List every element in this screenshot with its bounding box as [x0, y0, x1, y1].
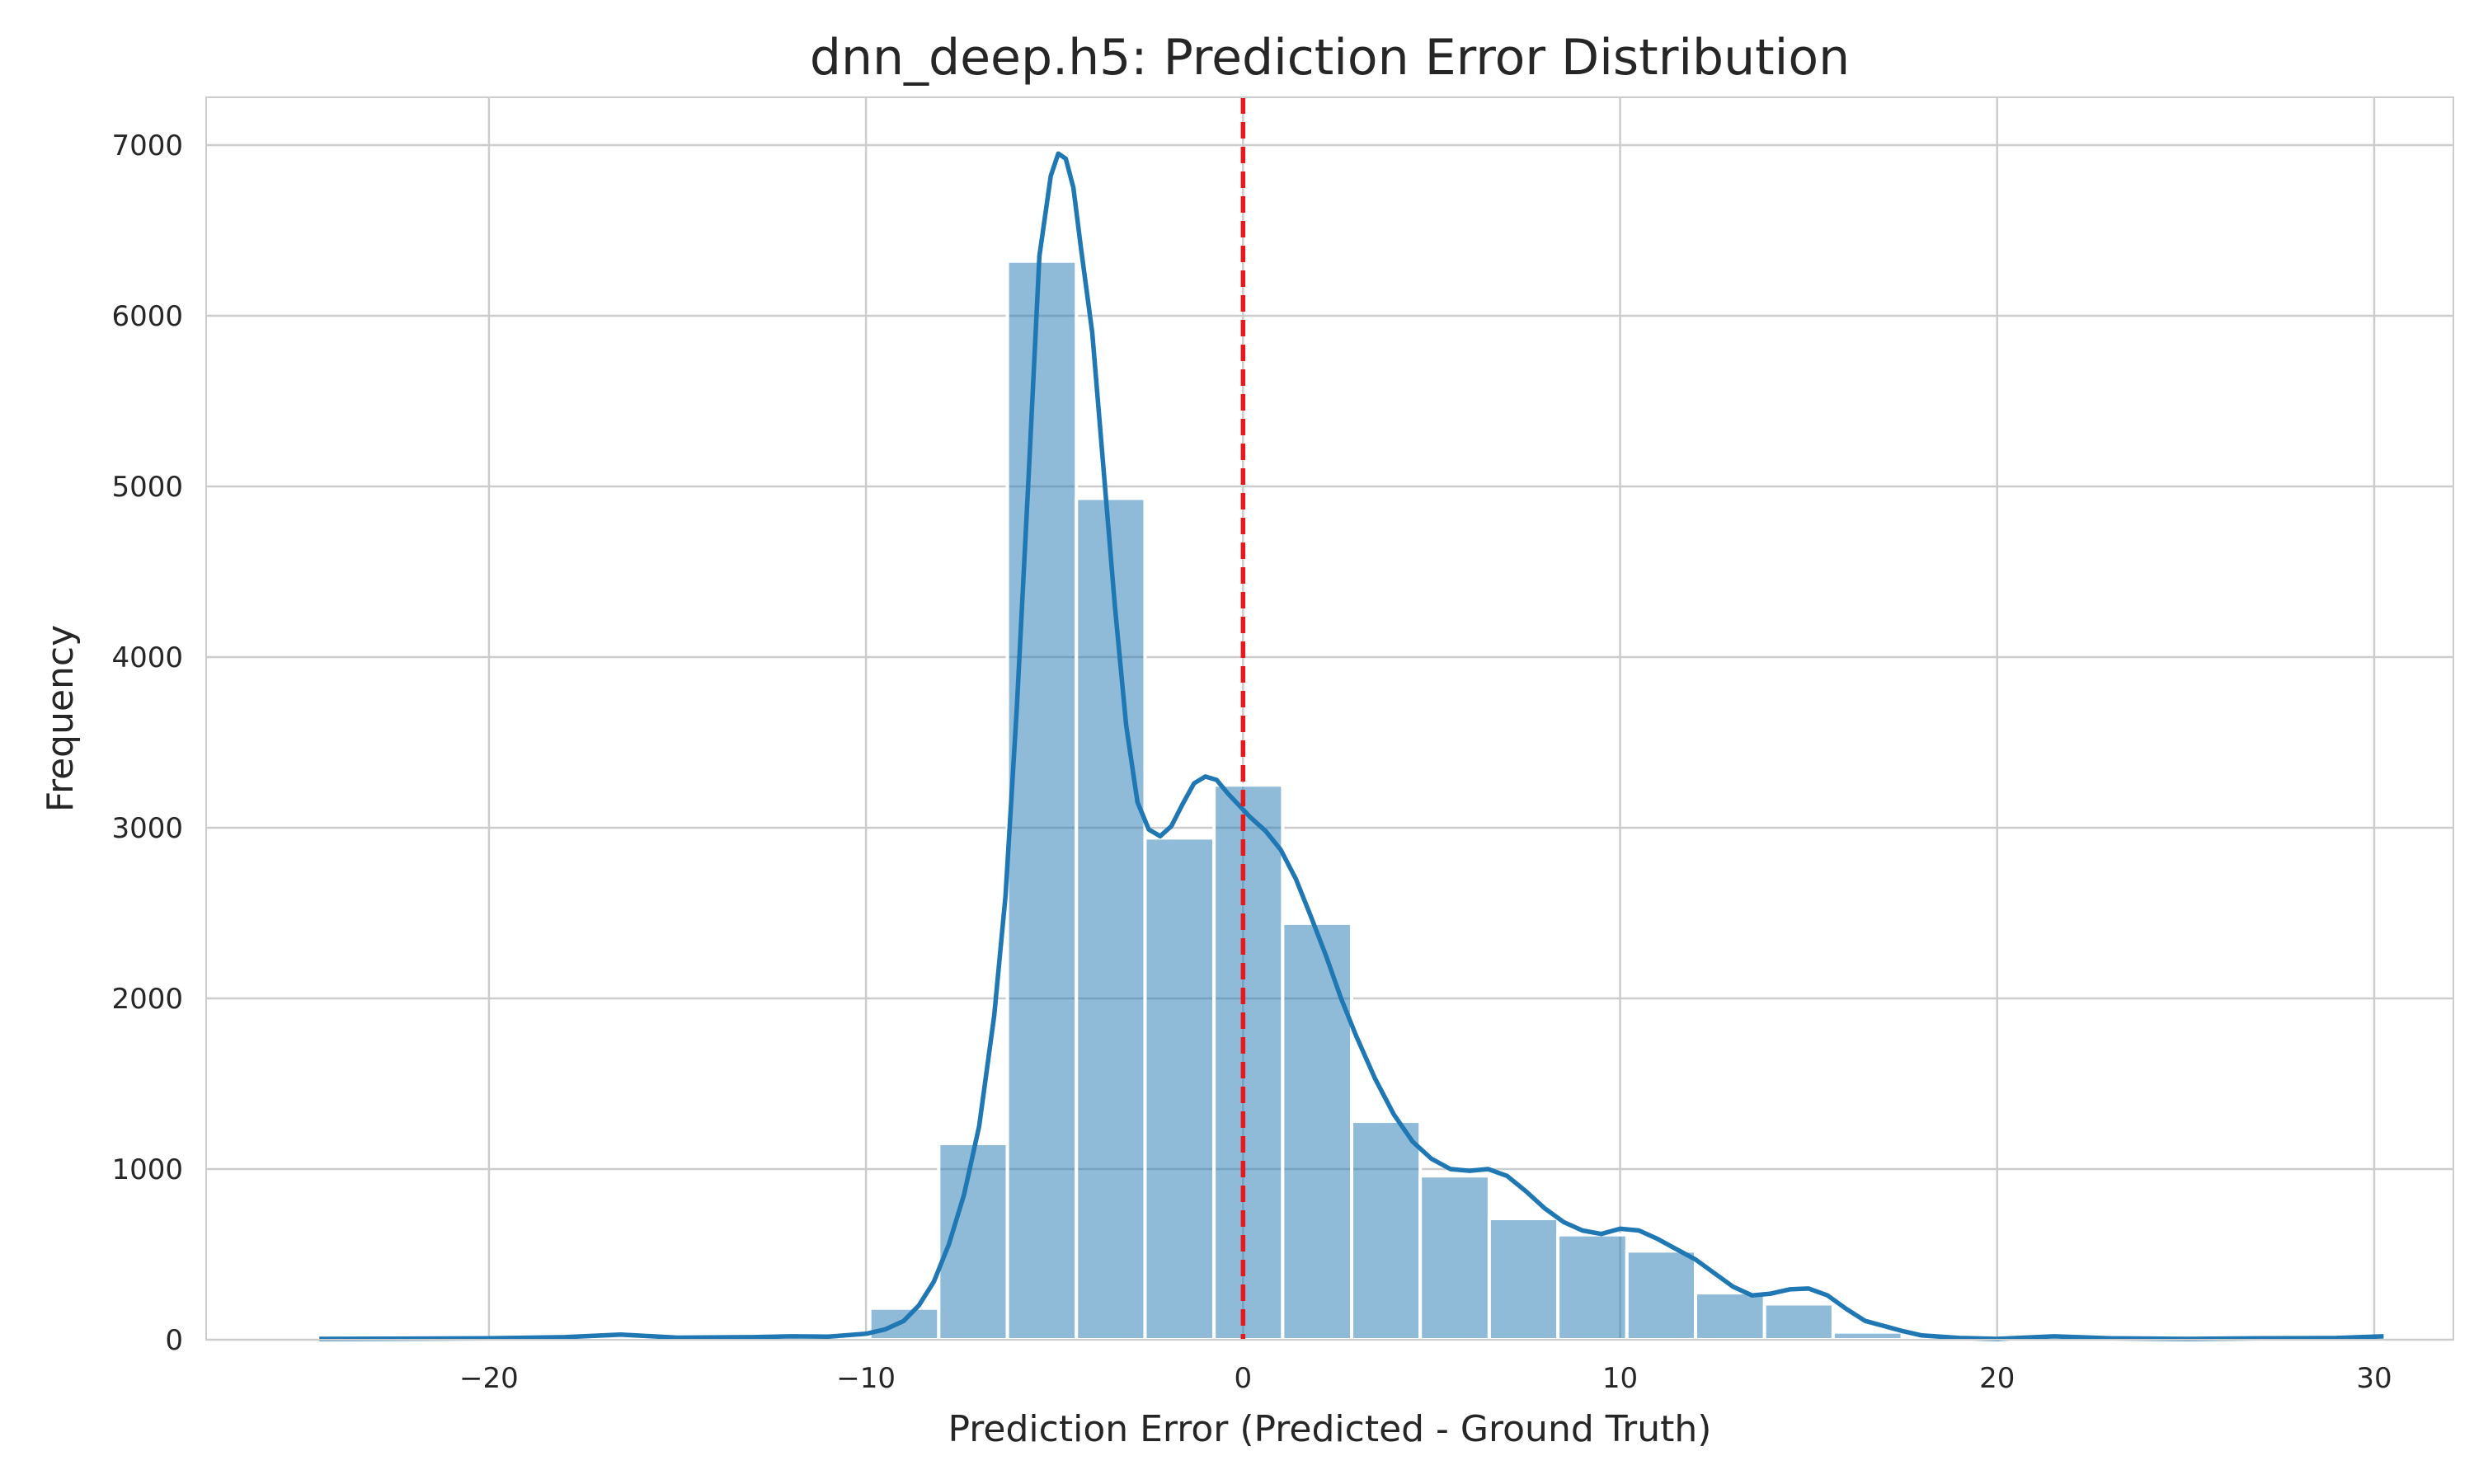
- histogram-bar: [1487, 1217, 1560, 1342]
- y-tick-labels: 0 1000 2000 3000 4000 5000 6000 7000: [111, 129, 183, 1357]
- y-tick-label: 1000: [111, 1153, 183, 1186]
- x-tick-labels: −20 −10 0 10 20 30: [459, 1362, 2392, 1395]
- histogram-bar: [1075, 496, 1147, 1341]
- x-tick-label: 0: [1235, 1362, 1253, 1395]
- y-tick-label: 3000: [111, 812, 183, 845]
- y-tick-label: 7000: [111, 129, 183, 162]
- x-tick-label: 20: [1979, 1362, 2015, 1395]
- histogram-bar: [1005, 259, 1079, 1342]
- y-tick-label: 2000: [111, 983, 183, 1016]
- y-tick-label: 4000: [111, 641, 183, 674]
- y-tick-label: 5000: [111, 471, 183, 504]
- histogram-bar: [1281, 921, 1354, 1342]
- kde-curve: [319, 151, 2384, 1341]
- histogram-bar: [1350, 1120, 1423, 1341]
- histogram-bar: [1762, 1302, 1835, 1341]
- histogram-bar: [1418, 1174, 1491, 1342]
- histogram-bar: [1831, 1330, 1904, 1341]
- histogram-bar: [868, 1306, 941, 1341]
- histogram-bar: [1625, 1249, 1697, 1342]
- y-axis-title: Frequency: [40, 625, 82, 812]
- x-tick-label: 30: [2356, 1362, 2392, 1395]
- y-tick-label: 0: [165, 1324, 183, 1357]
- histogram-bar: [1693, 1291, 1766, 1341]
- kde-curve-layer: [319, 151, 2384, 1341]
- histogram-bar: [1556, 1233, 1629, 1342]
- histogram-bar: [1212, 783, 1285, 1341]
- plot-frame: [205, 96, 2454, 1341]
- chart-title: dnn_deep.h5: Prediction Error Distributi…: [810, 29, 1850, 87]
- histogram-bar: [1143, 836, 1216, 1341]
- x-tick-label: −20: [459, 1362, 519, 1395]
- x-tick-label: 10: [1602, 1362, 1638, 1395]
- x-tick-label: −10: [836, 1362, 896, 1395]
- x-axis-title: Prediction Error (Predicted - Ground Tru…: [948, 1408, 1712, 1450]
- y-tick-label: 6000: [111, 300, 183, 333]
